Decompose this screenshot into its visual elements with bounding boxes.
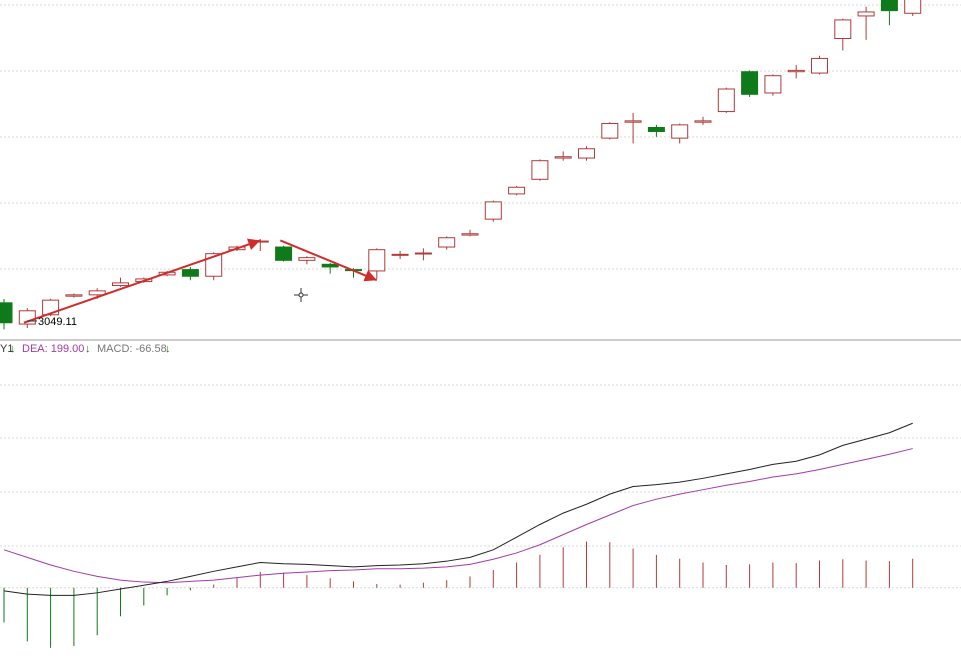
candle-body [624, 120, 642, 123]
candle [275, 245, 293, 262]
candle-body [694, 120, 712, 123]
candle [787, 65, 805, 79]
candle-body [368, 249, 386, 272]
candle [461, 229, 479, 237]
dea-line [3, 448, 913, 584]
candle-body [88, 290, 106, 296]
candle-body [181, 269, 199, 277]
candle [112, 277, 129, 287]
candle [741, 70, 759, 97]
candle-body [647, 127, 665, 132]
candle [578, 146, 595, 161]
candle-body [275, 246, 293, 261]
candle [391, 251, 409, 259]
candle [554, 151, 572, 161]
trend-arrow [279, 239, 378, 282]
candle-body [554, 156, 572, 159]
candle-body [112, 282, 129, 287]
candle [834, 18, 852, 51]
candle [484, 200, 502, 222]
candle [717, 87, 735, 113]
candle [857, 6, 875, 40]
candle-body [531, 160, 549, 180]
candle [904, 0, 922, 16]
crosshair-icon[interactable] [294, 288, 308, 302]
trend-arrow [23, 238, 261, 324]
candle-body [787, 69, 805, 73]
candle [764, 74, 782, 96]
candle [624, 112, 642, 144]
candle-body [508, 186, 526, 195]
dif-line [3, 422, 913, 596]
candle [880, 0, 898, 26]
candle [0, 298, 13, 330]
candle [321, 262, 339, 274]
low-price-label: 3049.11 [38, 316, 77, 328]
candle [181, 266, 199, 281]
macd-label: MACD: -66.58 [97, 343, 167, 355]
candle-body [811, 57, 828, 74]
candle [508, 185, 526, 196]
dea-down-arrow-icon: ↓ [85, 343, 91, 355]
candle-body [834, 19, 852, 40]
candle-body [205, 253, 223, 277]
price-annotation: 3049.11 [27, 316, 77, 328]
candle-body [578, 148, 595, 159]
candle [531, 159, 549, 181]
candlestick-series [0, 0, 922, 330]
trend-arrows [23, 238, 378, 324]
candle [65, 293, 83, 298]
candle [811, 55, 828, 75]
candle-body [601, 123, 619, 139]
candle [368, 248, 386, 279]
candle-body [671, 124, 689, 139]
candle-body [65, 294, 83, 297]
macd-histogram [3, 541, 914, 648]
candle-body [904, 0, 922, 14]
candle [694, 116, 712, 125]
price-gridlines [0, 4, 961, 270]
dif-label: Y1 [0, 343, 13, 355]
candle-body [880, 0, 898, 12]
candle [601, 122, 619, 140]
candle-body [298, 257, 316, 261]
candle-body [484, 201, 502, 220]
dif-down-arrow-icon: ↓ [10, 343, 16, 355]
macd-gridlines [0, 384, 961, 589]
candle-body [0, 302, 13, 324]
indicator-legend: Y1 ↓ DEA: 199.00 ↓ MACD: -66.58 ↓ [0, 343, 171, 355]
candle [671, 123, 689, 144]
candle [647, 124, 665, 137]
macd-down-arrow-icon: ↓ [165, 343, 171, 355]
candle-body [321, 263, 339, 268]
candle-body [857, 11, 875, 17]
dea-label: DEA: 199.00 [22, 343, 84, 355]
candle-body [461, 233, 479, 236]
candle [18, 308, 36, 329]
candle-body [414, 252, 432, 255]
candle [438, 236, 456, 250]
candle-body [391, 253, 409, 256]
candle-body [438, 237, 456, 248]
candle-body [764, 75, 782, 94]
candle [298, 256, 316, 265]
candle [414, 248, 432, 261]
candle-body [717, 88, 735, 113]
candle-body [741, 71, 759, 95]
